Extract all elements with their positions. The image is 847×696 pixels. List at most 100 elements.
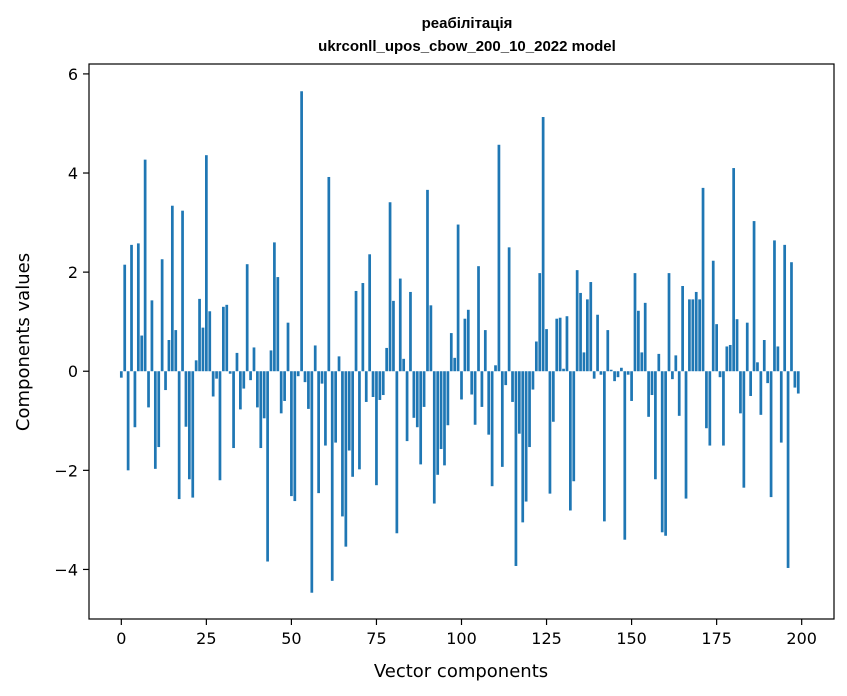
bar-24 (201, 327, 205, 372)
bar-76 (378, 371, 382, 400)
bar-159 (660, 371, 664, 533)
bar-110 (494, 365, 497, 372)
bar-28 (215, 371, 218, 379)
y-axis-label: Components values (13, 253, 34, 431)
bar-197 (790, 262, 793, 372)
bar-132 (569, 371, 572, 511)
bar-189 (762, 340, 766, 372)
bar-2 (126, 371, 130, 471)
bar-115 (511, 371, 514, 402)
y-tick-label: −2 (54, 461, 78, 480)
bar-160 (664, 371, 667, 536)
bar-152 (637, 310, 640, 372)
bar-131 (565, 316, 569, 372)
plot-frame (88, 63, 835, 620)
bar-5 (136, 243, 140, 372)
y-tick-label: −4 (54, 560, 78, 579)
bar-122 (534, 341, 538, 372)
bar-23 (198, 298, 201, 372)
bar-40 (256, 371, 259, 408)
bar-33 (232, 371, 235, 449)
x-tick-label: 175 (701, 629, 732, 648)
bar-155 (647, 371, 650, 417)
bar-19 (184, 371, 188, 427)
bar-166 (684, 371, 688, 499)
bar-114 (507, 247, 511, 372)
bar-98 (453, 357, 457, 372)
x-tick-label: 200 (786, 629, 817, 648)
bar-47 (279, 371, 283, 414)
bar-123 (538, 273, 542, 372)
bar-187 (756, 362, 759, 372)
bar-39 (252, 347, 256, 372)
bar-157 (654, 371, 657, 480)
bar-180 (732, 168, 736, 372)
bar-57 (313, 345, 317, 372)
bar-77 (381, 371, 385, 396)
bar-42 (262, 371, 266, 419)
bar-80 (392, 300, 395, 372)
bar-100 (460, 371, 463, 400)
bar-182 (739, 371, 742, 414)
bar-194 (779, 371, 783, 443)
bar-198 (793, 371, 797, 388)
bar-87 (415, 371, 419, 428)
bar-86 (412, 371, 416, 418)
bar-139 (592, 371, 596, 379)
bar-153 (640, 352, 644, 372)
bar-113 (504, 371, 508, 386)
x-tick-label: 0 (116, 629, 126, 648)
bar-101 (463, 318, 467, 372)
bar-106 (480, 371, 484, 407)
bar-82 (398, 278, 402, 372)
x-axis-label: Vector components (374, 661, 548, 682)
bar-14 (167, 340, 171, 372)
bar-192 (773, 240, 776, 372)
bar-130 (562, 368, 565, 372)
bar-147 (620, 367, 623, 372)
bar-30 (222, 306, 225, 372)
bar-18 (181, 210, 184, 372)
bar-79 (388, 202, 392, 372)
bar-172 (705, 371, 708, 429)
bar-74 (371, 371, 375, 397)
bar-199 (796, 371, 800, 394)
bar-29 (218, 371, 222, 481)
bar-59 (320, 371, 324, 384)
bar-109 (490, 371, 494, 487)
bar-0 (119, 371, 123, 378)
bar-138 (589, 282, 593, 372)
bar-150 (630, 371, 633, 401)
bar-13 (164, 371, 167, 391)
bar-34 (235, 352, 239, 372)
bar-27 (211, 371, 215, 397)
bar-185 (749, 371, 753, 397)
x-tick-label: 75 (366, 629, 386, 648)
bar-25 (205, 155, 208, 372)
bar-158 (657, 353, 661, 372)
bar-183 (742, 371, 746, 488)
bar-61 (327, 176, 331, 372)
y-tick-label: 2 (68, 263, 78, 282)
bar-174 (711, 260, 715, 372)
chart-subtitle: ukrconll_upos_cbow_200_10_2022 model (318, 38, 616, 55)
bar-163 (674, 355, 678, 372)
bar-55 (307, 371, 310, 409)
bar-93 (436, 371, 440, 475)
bar-85 (409, 291, 412, 372)
bar-111 (497, 144, 501, 372)
bar-81 (395, 371, 399, 534)
bar-105 (477, 266, 480, 372)
bar-141 (599, 371, 603, 375)
bar-60 (324, 371, 327, 446)
bar-103 (470, 371, 474, 395)
bar-165 (681, 286, 684, 372)
bar-21 (191, 371, 195, 498)
bar-140 (596, 314, 599, 372)
bar-162 (671, 371, 674, 380)
bar-90 (426, 189, 429, 372)
bar-6 (140, 335, 144, 372)
bar-1 (123, 264, 127, 372)
bar-9 (150, 300, 154, 372)
